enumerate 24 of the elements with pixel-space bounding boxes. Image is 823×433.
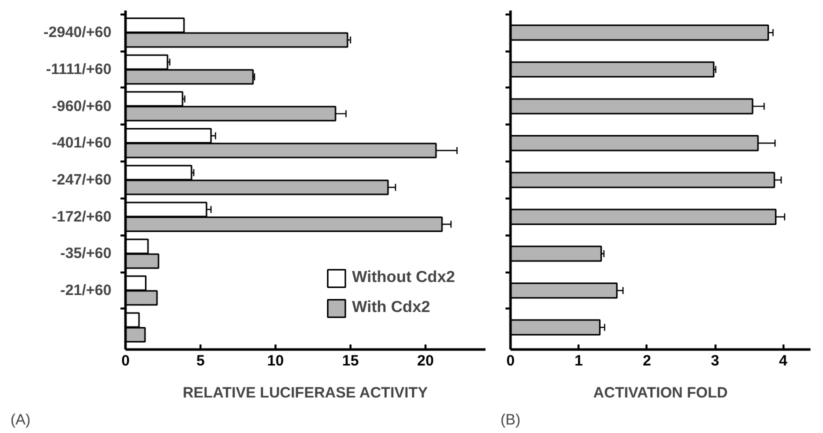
y-tick-label: -960/+60 [52, 98, 112, 115]
y-tick-label: -247/+60 [52, 172, 112, 188]
x-tick-label: 20 [417, 352, 434, 370]
y-tick-label: -35/+60 [60, 245, 112, 262]
x-tick-label: 2 [642, 352, 652, 370]
y-tick-label: -2940/+60 [44, 24, 112, 42]
y-tick-label: -401/+60 [52, 134, 112, 152]
y-tick-label: -21/+60 [60, 282, 112, 300]
x-axis-title: ACTIVATION FOLD [593, 384, 728, 402]
x-tick-label: 3 [710, 352, 720, 370]
x-tick-label: 10 [267, 352, 284, 370]
x-tick-label: 0 [121, 352, 130, 370]
x-tick-label: 0 [506, 352, 515, 370]
x-axis-title: RELATIVE LUCIFERASE ACTIVITY [182, 384, 428, 402]
x-tick-label: 5 [196, 352, 205, 370]
x-tick-label: 4 [779, 352, 788, 370]
legend-label: With Cdx2 [352, 299, 430, 317]
x-tick-label: 15 [342, 352, 359, 370]
text: (A) [10, 412, 30, 428]
text: (B) [500, 412, 520, 428]
legend-label: Without Cdx2 [352, 269, 455, 287]
x-tick-label: 1 [574, 352, 583, 370]
y-tick-label: -1111/+60 [46, 60, 112, 78]
y-tick-label: -172/+60 [52, 208, 112, 226]
